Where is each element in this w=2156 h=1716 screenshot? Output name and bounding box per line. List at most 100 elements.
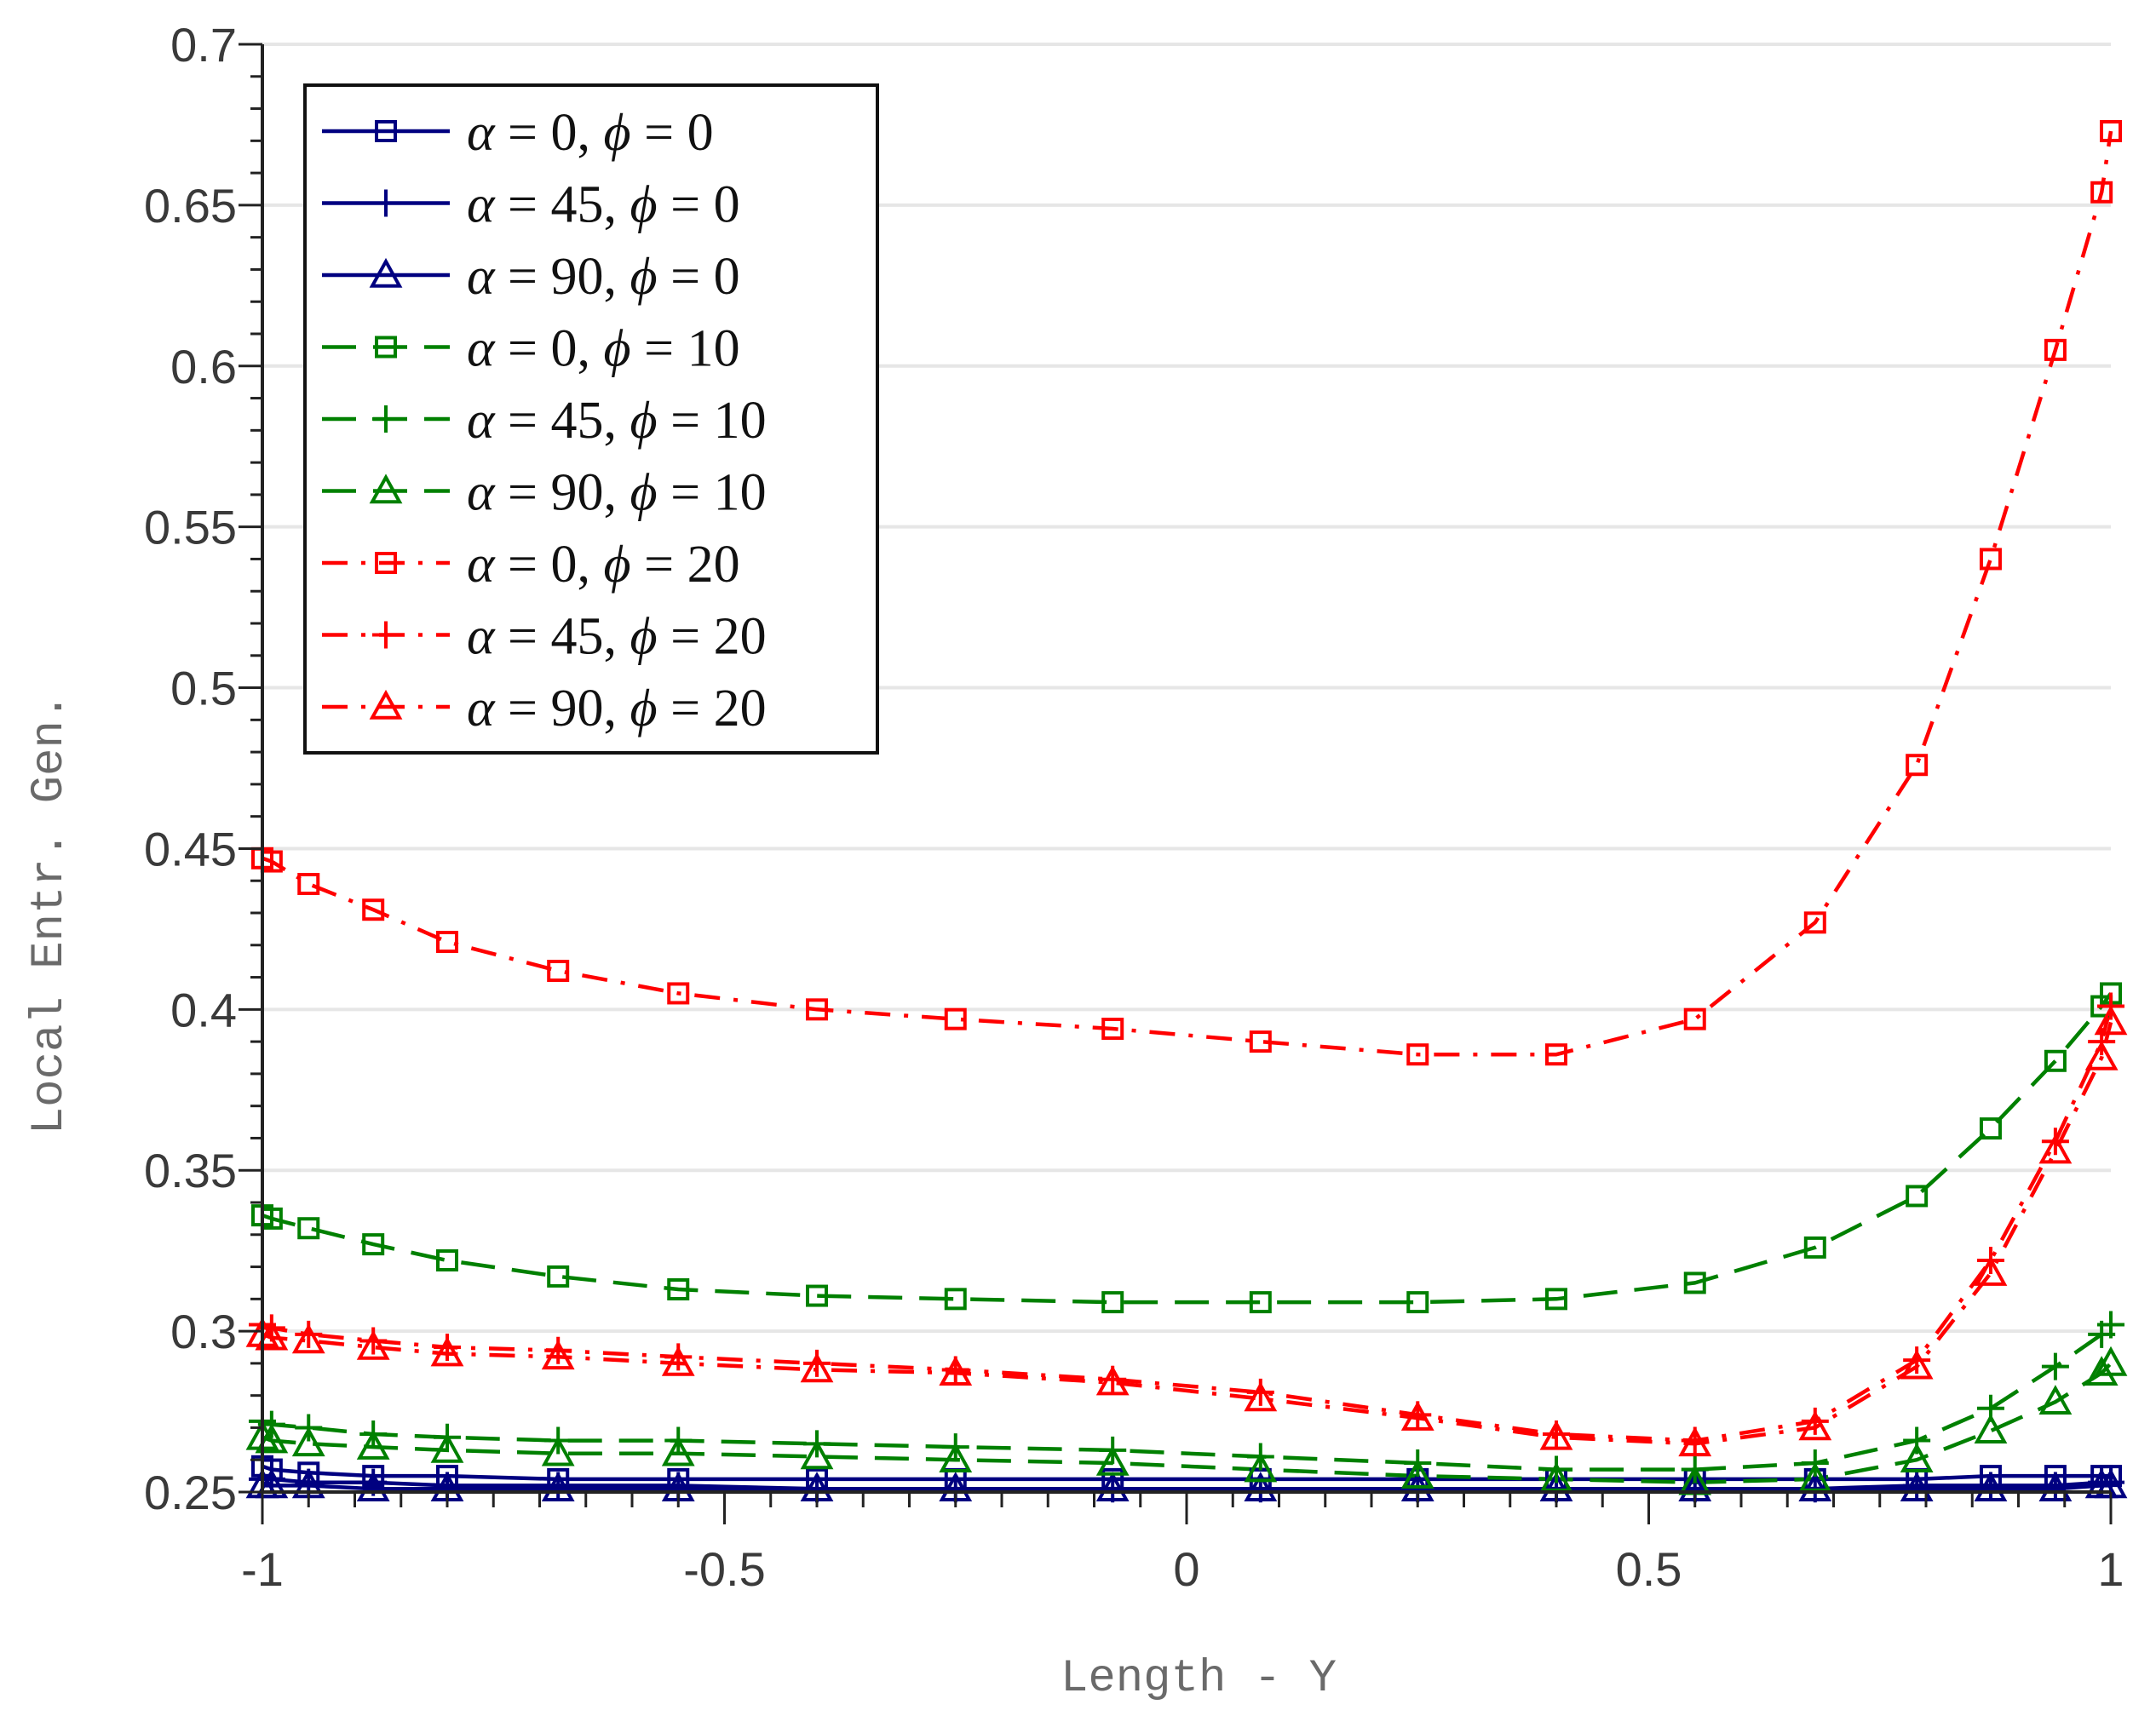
- legend-label: α = 45, ϕ = 20: [467, 608, 767, 666]
- data-point-5-2: [291, 1426, 325, 1457]
- y-tick-label: 0.7: [170, 18, 237, 72]
- data-point-5-19: [2094, 1346, 2128, 1376]
- data-point-5-18: [2084, 1356, 2119, 1386]
- data-point-8-8: [939, 1356, 973, 1386]
- data-point-6-5: [547, 960, 570, 982]
- data-point-2-9: [1095, 1472, 1130, 1502]
- data-point-5-6: [661, 1436, 695, 1466]
- data-point-5-12: [1539, 1461, 1573, 1492]
- legend-label: α = 0, ϕ = 10: [467, 320, 740, 378]
- data-point-6-13: [1683, 1007, 1706, 1030]
- data-point-8-15: [1900, 1349, 1934, 1380]
- data-point-5-4: [430, 1432, 464, 1463]
- data-point-8-4: [430, 1336, 464, 1367]
- data-point-5-10: [1244, 1452, 1278, 1483]
- data-point-3-15: [1906, 1185, 1929, 1208]
- legend-label: α = 90, ϕ = 10: [467, 464, 767, 522]
- data-point-6-12: [1545, 1043, 1567, 1066]
- y-tick-label: 0.65: [144, 179, 237, 232]
- x-tick-label: -1: [241, 1542, 284, 1596]
- series-line-7: [262, 1006, 2113, 1443]
- data-point-3-7: [806, 1284, 828, 1307]
- legend: α = 0, ϕ = 0 α = 45, ϕ = 0 α = 90, ϕ = 0 α …: [303, 83, 879, 755]
- data-point-6-14: [1803, 911, 1826, 934]
- legend-label: α = 90, ϕ = 0: [467, 248, 740, 306]
- data-point-5-15: [1900, 1443, 1934, 1473]
- data-point-8-17: [2038, 1133, 2073, 1164]
- data-point-3-3: [362, 1233, 385, 1256]
- data-point-4-12: [1543, 1455, 1570, 1484]
- legend-marker: [369, 473, 403, 504]
- y-tick-label: 0.55: [144, 501, 237, 554]
- x-tick-label: 0: [1173, 1542, 1199, 1596]
- data-point-6-7: [806, 998, 828, 1021]
- data-point-6-18: [2090, 181, 2113, 204]
- data-point-4-15: [1903, 1426, 1931, 1455]
- data-point-5-1: [255, 1423, 289, 1454]
- data-point-3-13: [1683, 1271, 1706, 1294]
- legend-marker: [375, 336, 397, 359]
- data-point-8-5: [541, 1340, 575, 1370]
- data-point-5-17: [2038, 1385, 2073, 1415]
- data-point-7-17: [2041, 1128, 2069, 1156]
- data-point-3-5: [547, 1265, 570, 1288]
- data-point-6-10: [1249, 1030, 1272, 1053]
- data-point-8-9: [1095, 1365, 1130, 1396]
- data-point-5-14: [1798, 1461, 1832, 1492]
- data-point-8-18: [2084, 1040, 2119, 1070]
- data-point-6-2: [297, 873, 320, 895]
- data-point-4-17: [2041, 1352, 2069, 1380]
- data-point-8-10: [1244, 1381, 1278, 1412]
- data-point-5-16: [1974, 1414, 2008, 1444]
- data-point-3-6: [667, 1278, 690, 1300]
- data-point-8-6: [661, 1346, 695, 1376]
- data-point-6-19: [2100, 120, 2122, 142]
- data-point-8-14: [1798, 1410, 1832, 1441]
- data-point-2-1: [255, 1468, 289, 1499]
- data-point-8-16: [1974, 1255, 2008, 1286]
- data-point-3-11: [1406, 1291, 1429, 1314]
- data-point-3-2: [297, 1217, 320, 1240]
- data-point-6-17: [2044, 338, 2067, 361]
- x-tick-label: 0.5: [1616, 1542, 1682, 1596]
- data-point-8-13: [1678, 1426, 1712, 1457]
- data-point-6-15: [1906, 754, 1929, 777]
- data-point-2-17: [2038, 1472, 2073, 1502]
- x-axis-label: Length - Y: [1061, 1653, 1337, 1705]
- legend-marker: [369, 257, 403, 288]
- data-point-8-1: [255, 1320, 289, 1351]
- legend-marker: [375, 552, 397, 574]
- data-point-8-11: [1400, 1400, 1434, 1431]
- legend-marker: [375, 120, 397, 142]
- y-tick-label: 0.3: [170, 1305, 237, 1358]
- data-point-8-7: [800, 1352, 834, 1383]
- x-tick-label: 1: [2097, 1542, 2124, 1596]
- series-line-4: [262, 1323, 2113, 1472]
- data-point-4-19: [2097, 1311, 2124, 1339]
- y-tick-label: 0.6: [170, 340, 237, 393]
- x-tick-label: -0.5: [683, 1542, 766, 1596]
- axes: [239, 43, 2113, 1524]
- legend-label: α = 0, ϕ = 20: [467, 536, 740, 594]
- legend-marker: [372, 621, 400, 649]
- series-line-8: [262, 1021, 2113, 1446]
- series-line-5: [262, 1362, 2113, 1484]
- y-tick-label: 0.25: [144, 1466, 237, 1519]
- legend-marker: [369, 689, 403, 720]
- series-markers: [245, 120, 2128, 1503]
- legend-marker: [372, 405, 400, 433]
- data-point-2-3: [356, 1472, 390, 1502]
- data-point-6-8: [944, 1007, 967, 1030]
- series-line-6: [262, 130, 2113, 1057]
- data-point-6-3: [362, 898, 385, 921]
- data-point-8-12: [1539, 1420, 1573, 1450]
- data-point-6-9: [1101, 1018, 1124, 1040]
- data-point-3-17: [2044, 1049, 2067, 1072]
- y-tick-label: 0.45: [144, 822, 237, 875]
- data-point-6-4: [436, 931, 458, 953]
- legend-label: α = 0, ϕ = 0: [467, 104, 714, 162]
- y-tick-label: 0.5: [170, 662, 237, 715]
- data-point-2-15: [1900, 1472, 1934, 1502]
- data-point-6-16: [1979, 548, 2002, 571]
